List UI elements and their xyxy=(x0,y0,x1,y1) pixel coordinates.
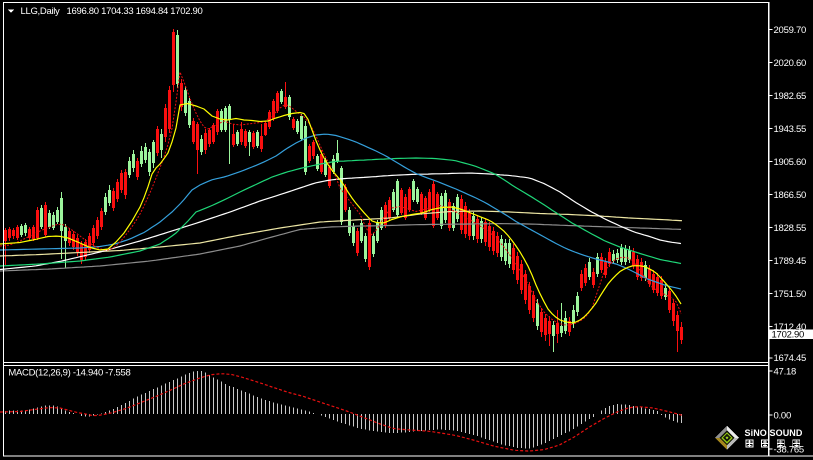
svg-text:1702.90: 1702.90 xyxy=(772,329,805,340)
svg-text:1943.55: 1943.55 xyxy=(774,124,807,135)
svg-text:1712.40: 1712.40 xyxy=(774,322,807,333)
svg-text:SiNO SOUND: SiNO SOUND xyxy=(745,428,803,438)
svg-text:1674.45: 1674.45 xyxy=(774,353,807,364)
svg-text:LLG,Daily 1696.80 1704.33 16: LLG,Daily 1696.80 1704.33 1694.84 1702.9… xyxy=(21,6,203,17)
svg-text:2059.70: 2059.70 xyxy=(774,25,807,36)
svg-text:47.18: 47.18 xyxy=(774,366,797,377)
svg-text:0.00: 0.00 xyxy=(774,410,792,421)
svg-text:1828.55: 1828.55 xyxy=(774,223,807,234)
svg-text:1751.50: 1751.50 xyxy=(774,289,807,300)
svg-text:1982.65: 1982.65 xyxy=(774,91,807,102)
svg-text:1866.50: 1866.50 xyxy=(774,190,807,201)
svg-text:1905.60: 1905.60 xyxy=(774,157,807,168)
svg-text:-38.765: -38.765 xyxy=(774,444,804,455)
svg-text:MACD(12,26,9) -14.940 -7.558: MACD(12,26,9) -14.940 -7.558 xyxy=(8,368,130,379)
svg-text:2020.60: 2020.60 xyxy=(774,58,807,69)
svg-text:1789.45: 1789.45 xyxy=(774,256,807,267)
